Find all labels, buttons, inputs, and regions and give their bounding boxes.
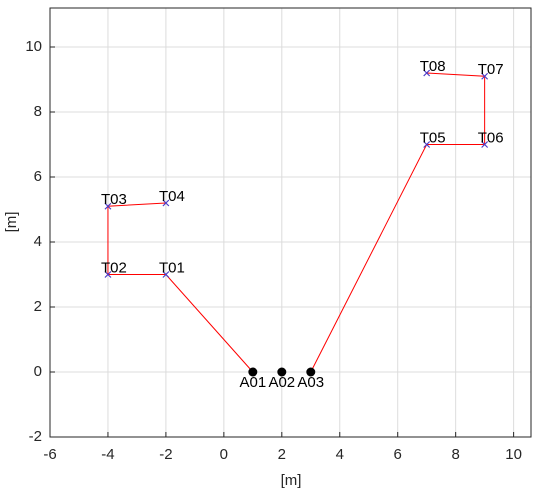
x-tick-label: 10 (505, 446, 522, 463)
y-tick-label: 4 (34, 233, 42, 250)
point-label: A01 (239, 374, 266, 391)
tag-marker (423, 141, 431, 148)
point-label: A03 (297, 374, 324, 391)
y-tick-label: 8 (34, 103, 42, 120)
anchor-marker (248, 367, 258, 377)
anchor-marker (277, 367, 287, 377)
point-label: T02 (101, 259, 127, 276)
point-label: T08 (420, 58, 446, 75)
tag-marker (104, 202, 112, 210)
y-axis-label: [m] (3, 212, 20, 233)
x-tick-label: 8 (451, 446, 459, 463)
tag-marker (481, 72, 489, 80)
point-label: T03 (101, 191, 127, 208)
point-label: T06 (478, 129, 504, 146)
tag-marker (481, 141, 489, 148)
y-tick-label: 6 (34, 168, 42, 185)
tag-marker (162, 199, 170, 207)
x-tick-label: -2 (159, 446, 172, 463)
x-axis-label: [m] (281, 472, 302, 489)
y-tick-label: 10 (25, 38, 42, 55)
point-label: T04 (159, 188, 185, 205)
x-tick-label: 2 (278, 446, 286, 463)
y-tick-label: 0 (34, 363, 42, 380)
point-label: T07 (478, 61, 504, 78)
tag-marker (104, 271, 112, 278)
x-tick-label: -6 (43, 446, 56, 463)
point-label: T01 (159, 259, 185, 276)
plot-frame (49, 7, 532, 438)
y-tick-label: -2 (29, 428, 42, 445)
point-label: A02 (268, 374, 295, 391)
tag-marker (423, 69, 431, 77)
point-label: T05 (420, 129, 446, 146)
tag-marker (162, 271, 170, 278)
y-tick-label: 2 (34, 298, 42, 315)
x-tick-label: 6 (394, 446, 402, 463)
anchor-marker (306, 367, 316, 377)
x-tick-label: 4 (336, 446, 344, 463)
x-tick-label: 0 (220, 446, 228, 463)
x-tick-label: -4 (101, 446, 114, 463)
